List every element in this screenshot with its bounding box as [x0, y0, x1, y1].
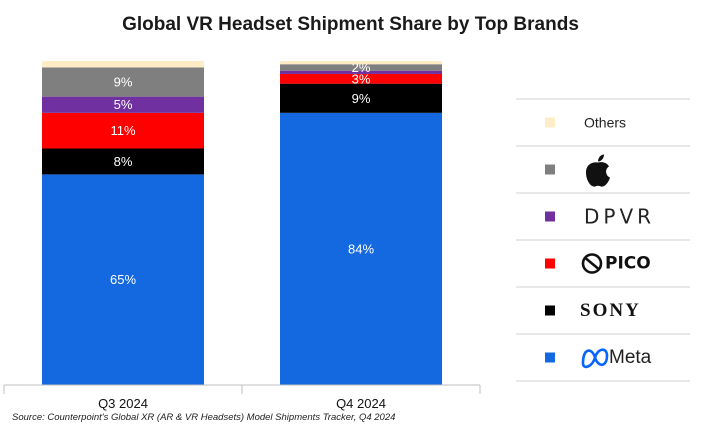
legend-label-others: Others — [584, 115, 626, 131]
bar-pico-q3-2024 — [42, 112, 204, 149]
legend-swatch-sony — [545, 305, 555, 316]
bar-others-q3-2024 — [42, 61, 204, 68]
x-tick-label-q4-2024: Q4 2024 — [336, 396, 386, 411]
chart-title: Global VR Headset Shipment Share by Top … — [122, 14, 579, 35]
data-label-meta-q3-2024: 65% — [110, 272, 136, 287]
pico-logo-text: PICO — [605, 254, 651, 274]
sony-logo-text: SONY — [580, 300, 641, 321]
x-tick-labels: Q3 2024 Q4 2024 — [98, 396, 386, 411]
legend-item-sony: SONY — [545, 300, 641, 321]
data-label-sony-q3-2024: 8% — [114, 154, 133, 169]
data-label-meta-q4-2024: 84% — [348, 241, 374, 256]
legend-item-meta: Meta — [545, 347, 652, 369]
source-note: Source: Counterpoint's Global XR (AR & V… — [12, 412, 396, 423]
legend-swatch-pico — [545, 258, 555, 269]
legend-swatch-meta — [545, 352, 555, 363]
legend-swatch-apple — [545, 164, 555, 175]
meta-logo-icon — [581, 348, 609, 369]
data-label-dpvr-q3-2024: 5% — [114, 97, 133, 112]
legend-item-pico: PICO — [545, 253, 651, 274]
data-label-pico-q3-2024: 11% — [110, 123, 135, 138]
bar-dpvr-q3-2024 — [42, 96, 204, 113]
bar-apple-q4-2024 — [280, 64, 442, 71]
legend-swatch-others — [545, 117, 555, 128]
x-tick-label-q3-2024: Q3 2024 — [98, 396, 148, 411]
data-label-apple-q3-2024: 9% — [114, 75, 133, 90]
legend-item-others: Others — [545, 115, 626, 131]
bar-sony-q4-2024 — [280, 83, 442, 113]
data-label-sony-q4-2024: 9% — [352, 91, 371, 106]
bar-meta-q4-2024 — [280, 112, 442, 385]
bars-group: 65%8%11%5%9%84%9%3%2% — [42, 60, 442, 385]
data-label-pico-q4-2024: 3% — [352, 71, 371, 86]
pico-logo-icon — [581, 253, 603, 274]
bar-dpvr-q4-2024 — [280, 70, 442, 74]
bar-sony-q3-2024 — [42, 148, 204, 175]
legend-item-dpvr: DPVR — [545, 205, 655, 229]
dpvr-logo-text: DPVR — [584, 205, 655, 229]
legend-item-apple — [545, 154, 610, 187]
apple-logo-icon — [586, 154, 610, 187]
legend-swatch-dpvr — [545, 211, 555, 222]
bar-pico-q4-2024 — [280, 73, 442, 84]
bar-apple-q3-2024 — [42, 67, 204, 97]
bar-others-q4-2024 — [280, 61, 442, 65]
bar-meta-q3-2024 — [42, 174, 204, 385]
legend: Others DPVR PICO SONY Meta — [516, 98, 690, 382]
meta-logo-text: Meta — [609, 347, 652, 368]
